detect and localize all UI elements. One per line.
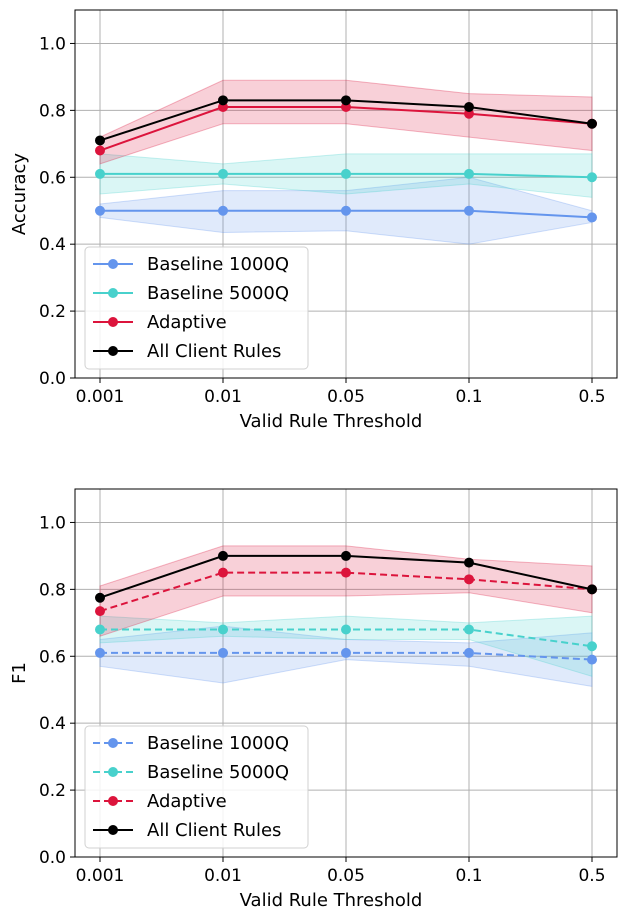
f1-legend-label-baseline-5000q: Baseline 5000Q: [147, 762, 289, 783]
f1-ytick-label-0-4: 0.4: [39, 714, 66, 734]
f1-point-baseline-1000q-0-05: [341, 647, 351, 658]
f1-xtick-label-0-05: 0.05: [327, 866, 365, 886]
accuracy-point-all-client-rules-0-01: [218, 95, 228, 106]
accuracy-ytick-label-0-6: 0.6: [39, 168, 66, 188]
accuracy-legend-label-baseline-1000q: Baseline 1000Q: [147, 254, 289, 275]
accuracy-point-all-client-rules-0-1: [464, 102, 474, 113]
f1-legend-marker-baseline-5000q: [108, 767, 118, 777]
f1-point-all-client-rules-0-05: [341, 550, 351, 561]
accuracy-legend-marker-all-client-rules: [108, 346, 118, 356]
f1-ytick-label-0-8: 0.8: [39, 580, 66, 600]
accuracy-point-all-client-rules-0-05: [341, 95, 351, 106]
accuracy-legend-box: [84, 246, 309, 370]
accuracy-ytick-label-0-8: 0.8: [39, 101, 66, 121]
accuracy-point-adaptive-0-001: [95, 145, 105, 156]
accuracy-point-baseline-5000q-0-01: [218, 168, 228, 179]
accuracy-legend: Baseline 1000Q Baseline 5000Q Adaptive All …: [84, 246, 309, 370]
accuracy-point-baseline-1000q-0-001: [95, 205, 105, 216]
f1-point-adaptive-0-01: [218, 567, 228, 578]
f1-xtick-label-0-5: 0.5: [578, 866, 605, 886]
f1-point-baseline-1000q-0-01: [218, 647, 228, 658]
f1-ytick-label-0-6: 0.6: [39, 647, 66, 667]
f1-point-baseline-1000q-0-1: [464, 647, 474, 658]
accuracy-ytick-label-1-0: 1.0: [39, 34, 66, 54]
f1-point-baseline-5000q-0-05: [341, 624, 351, 635]
accuracy-point-baseline-5000q-0-001: [95, 168, 105, 179]
accuracy-point-baseline-5000q-0-5: [587, 172, 597, 183]
f1-point-all-client-rules-0-5: [587, 584, 597, 595]
accuracy-point-baseline-1000q-0-5: [587, 212, 597, 223]
f1-legend-marker-adaptive: [108, 796, 118, 806]
f1-point-all-client-rules-0-1: [464, 557, 474, 568]
accuracy-panel: 0.001 0.01 0.05 0.1 0.5 0.0 0.2 0.4 0.6 0.8 1.0 Val…: [9, 9, 618, 432]
accuracy-point-baseline-5000q-0-1: [464, 168, 474, 179]
f1-xtick-label-0-001: 0.001: [76, 866, 125, 886]
accuracy-legend-marker-adaptive: [108, 317, 118, 327]
accuracy-point-all-client-rules-0-001: [95, 135, 105, 146]
f1-ytick-label-1-0: 1.0: [39, 513, 66, 533]
accuracy-xtick-label-0-1: 0.1: [455, 387, 482, 407]
f1-point-adaptive-0-001: [95, 606, 105, 617]
accuracy-ytick-label-0-2: 0.2: [39, 302, 66, 322]
accuracy-xtick-label-0-001: 0.001: [76, 387, 125, 407]
f1-xtick-label-0-1: 0.1: [455, 866, 482, 886]
accuracy-point-baseline-5000q-0-05: [341, 168, 351, 179]
f1-ytick-label-0-0: 0.0: [39, 848, 66, 868]
accuracy-point-baseline-1000q-0-01: [218, 205, 228, 216]
f1-point-baseline-5000q-0-1: [464, 624, 474, 635]
f1-point-all-client-rules-0-01: [218, 550, 228, 561]
accuracy-ytick-label-0-4: 0.4: [39, 235, 66, 255]
accuracy-point-baseline-1000q-0-05: [341, 205, 351, 216]
f1-xtick-label-0-01: 0.01: [204, 866, 242, 886]
f1-legend: Baseline 1000Q Baseline 5000Q Adaptive All …: [84, 725, 309, 849]
f1-ytick-label-0-2: 0.2: [39, 781, 66, 801]
f1-point-baseline-1000q-0-5: [587, 654, 597, 665]
f1-panel: 0.001 0.01 0.05 0.1 0.5 0.0 0.2 0.4 0.6 0.8 1.0 Val…: [9, 488, 618, 911]
accuracy-ytick-label-0-0: 0.0: [39, 369, 66, 389]
f1-point-baseline-5000q-0-5: [587, 641, 597, 652]
accuracy-legend-label-baseline-5000q: Baseline 5000Q: [147, 283, 289, 304]
f1-legend-box: [84, 725, 309, 849]
f1-legend-label-baseline-1000q: Baseline 1000Q: [147, 733, 289, 754]
accuracy-xtick-label-0-5: 0.5: [578, 387, 605, 407]
f1-legend-marker-baseline-1000q: [108, 738, 118, 748]
f1-point-baseline-1000q-0-001: [95, 647, 105, 658]
f1-legend-label-all-client-rules: All Client Rules: [147, 820, 281, 841]
f1-x-axis-label: Valid Rule Threshold: [240, 890, 423, 911]
accuracy-xtick-label-0-01: 0.01: [204, 387, 242, 407]
accuracy-legend-label-adaptive: Adaptive: [147, 312, 227, 333]
f1-point-adaptive-0-05: [341, 567, 351, 578]
f1-point-baseline-5000q-0-001: [95, 624, 105, 635]
f1-legend-marker-all-client-rules: [108, 825, 118, 835]
accuracy-legend-marker-baseline-5000q: [108, 288, 118, 298]
accuracy-point-baseline-1000q-0-1: [464, 205, 474, 216]
accuracy-legend-marker-baseline-1000q: [108, 259, 118, 269]
f1-point-adaptive-0-1: [464, 574, 474, 585]
accuracy-xtick-label-0-05: 0.05: [327, 387, 365, 407]
accuracy-legend-label-all-client-rules: All Client Rules: [147, 341, 281, 362]
accuracy-y-axis-label: Accuracy: [9, 153, 30, 236]
f1-point-baseline-5000q-0-01: [218, 624, 228, 635]
f1-legend-label-adaptive: Adaptive: [147, 791, 227, 812]
accuracy-x-axis-label: Valid Rule Threshold: [240, 411, 423, 432]
f1-point-all-client-rules-0-001: [95, 592, 105, 603]
f1-y-axis-label: F1: [9, 662, 30, 684]
accuracy-point-all-client-rules-0-5: [587, 118, 597, 129]
